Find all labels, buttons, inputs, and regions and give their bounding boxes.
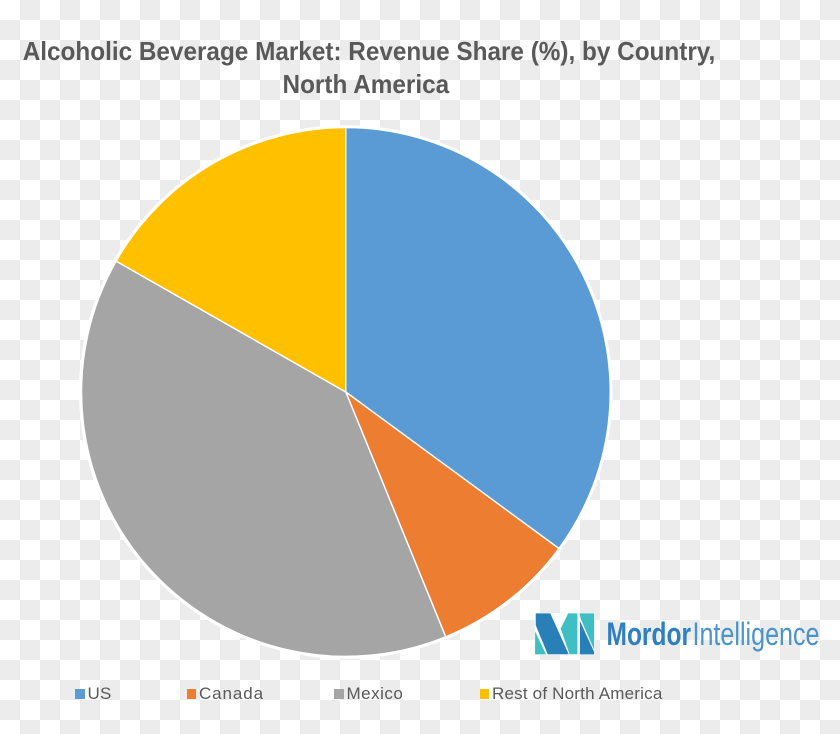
svg-text:Mordor: Mordor: [607, 616, 692, 652]
svg-text:Intelligence: Intelligence: [693, 616, 820, 652]
